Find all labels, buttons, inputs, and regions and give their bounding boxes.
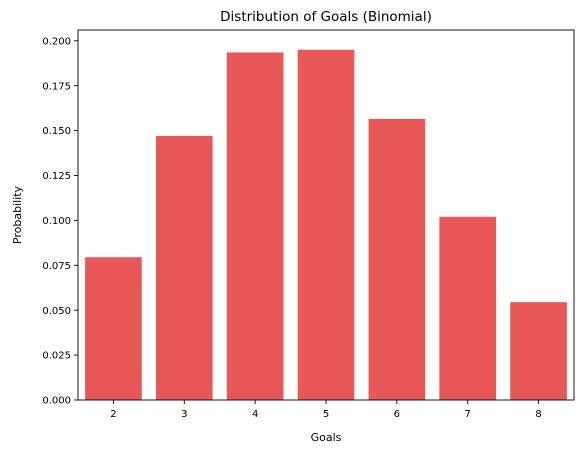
y-tick-label: 0.175: [42, 81, 71, 92]
y-tick-label: 0.125: [42, 171, 71, 182]
x-tick-label: 5: [323, 409, 329, 420]
x-tick-label: 7: [465, 409, 471, 420]
x-tick-label: 6: [394, 409, 400, 420]
chart-title: Distribution of Goals (Binomial): [220, 9, 432, 25]
x-tick-label: 3: [181, 409, 187, 420]
x-tick-label: 2: [110, 409, 116, 420]
x-axis-label: Goals: [311, 431, 342, 444]
bar-goals-2: [85, 257, 142, 400]
bar-goals-4: [226, 52, 284, 401]
bar-goals-6: [368, 118, 426, 400]
x-tick-label: 4: [252, 409, 258, 420]
y-tick-label: 0.100: [42, 216, 71, 227]
bars-group: [85, 49, 567, 401]
bar-goals-8: [510, 302, 567, 400]
bar-goals-5: [297, 49, 355, 400]
x-axis: 2 3 4 5 6 7 8: [110, 400, 542, 420]
y-tick-label: 0.050: [42, 306, 71, 317]
y-tick-label: 0.200: [42, 36, 71, 47]
y-axis-label: Probability: [11, 185, 24, 244]
y-tick-label: 0.000: [42, 396, 71, 407]
y-tick-label: 0.075: [42, 261, 71, 272]
bar-goals-7: [439, 216, 497, 400]
bar-goals-3: [155, 135, 213, 400]
y-tick-label: 0.150: [42, 126, 71, 137]
y-tick-label: 0.025: [42, 351, 71, 362]
x-tick-label: 8: [535, 409, 541, 420]
y-axis: 0.000 0.025 0.050 0.075 0.100 0.125 0.150 0.175…: [42, 36, 78, 407]
